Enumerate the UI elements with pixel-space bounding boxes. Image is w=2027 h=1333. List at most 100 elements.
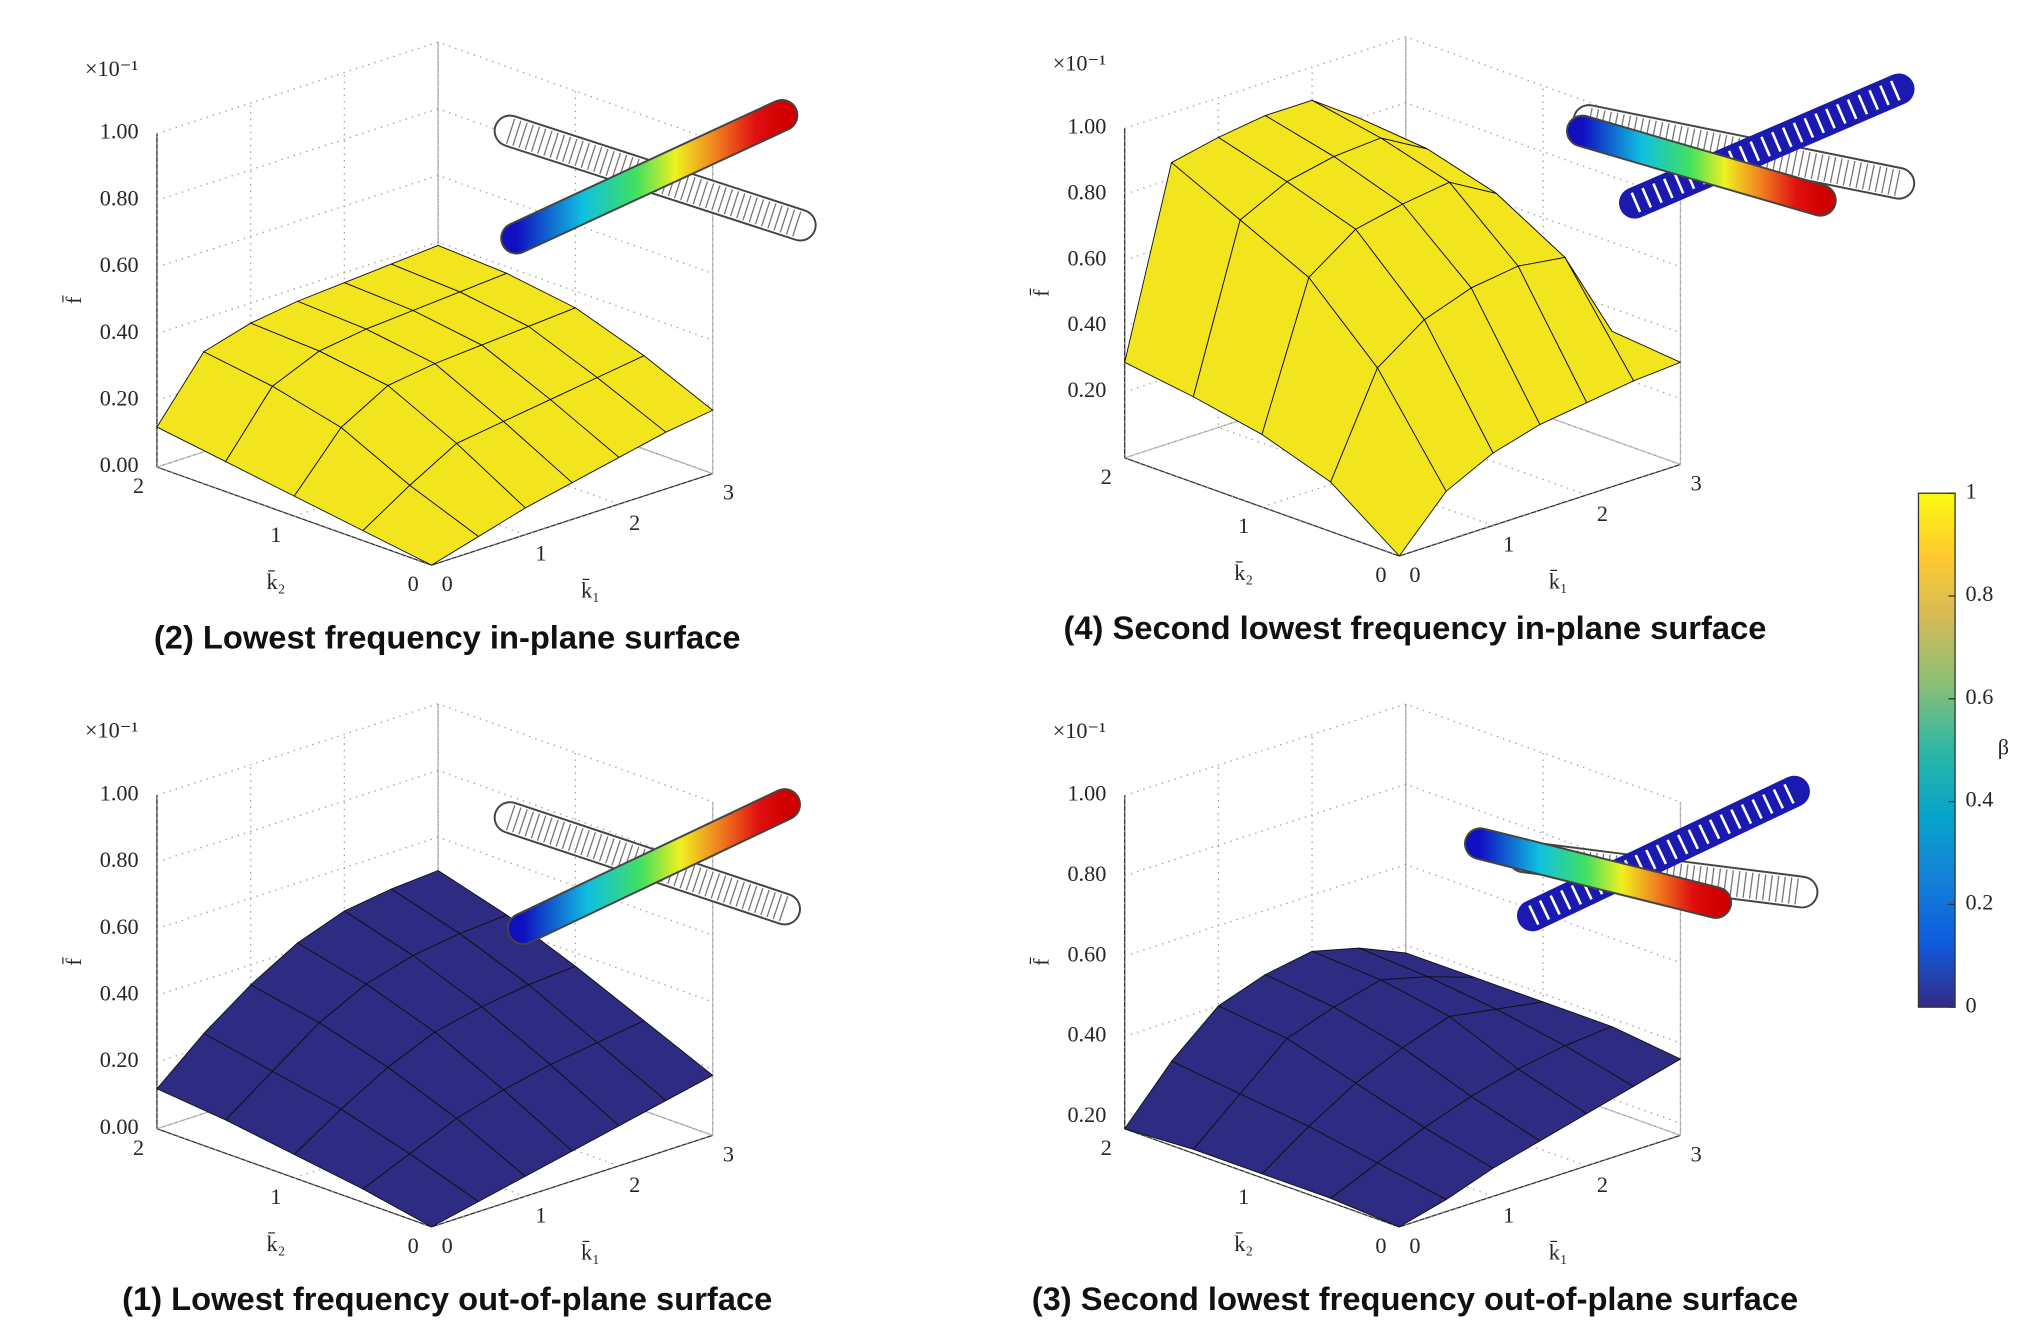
grid-line: [431, 140, 714, 566]
x-axis-label: k̄₁: [1549, 569, 1568, 594]
tube-mesh: [1528, 781, 1799, 926]
axis-line: [431, 472, 713, 566]
z-tick-label: 0.00: [100, 452, 139, 477]
chart-title: (3) Second lowest frequency out-of-plane…: [1032, 1280, 1798, 1317]
colorbar-label: β: [1998, 735, 2009, 760]
colorbar-tick-label: 0.2: [1966, 889, 1994, 914]
y-axis-label: k̄₂: [1234, 1231, 1253, 1256]
surface-patch: [362, 484, 479, 566]
z-tick-label: 0.40: [100, 319, 139, 344]
x-axis-label: k̄₁: [581, 578, 600, 603]
y-tick-label: 2: [1101, 1135, 1112, 1160]
surface-patch: [362, 1153, 479, 1228]
grid-line: [156, 703, 713, 803]
grid-line: [1124, 36, 1407, 459]
y-axis-label: k̄₂: [267, 1231, 286, 1256]
grid-line: [156, 769, 713, 870]
x-tick-label: 2: [629, 1172, 640, 1197]
z-tick-label: 0.20: [100, 1047, 139, 1072]
z-tick-label: 0.60: [1067, 245, 1106, 270]
z-axis-label: f̄: [61, 295, 86, 304]
y-tick-label: 1: [270, 522, 281, 547]
x-tick-label: 3: [1691, 1141, 1702, 1166]
tube-body: [1567, 116, 1835, 215]
z-tick-label: 0.80: [100, 847, 139, 872]
x-tick-label: 1: [1503, 532, 1514, 557]
z-tick-label: 0.20: [1067, 1102, 1106, 1127]
multiplier: ×10⁻¹: [1053, 51, 1106, 76]
grid-line: [431, 801, 714, 1228]
z-axis-label: f̄: [1028, 957, 1053, 966]
y-tick-label: 0: [1375, 562, 1386, 587]
y-tick-label: 1: [270, 1184, 281, 1209]
x-tick-label: 2: [629, 510, 640, 535]
multiplier: ×10⁻¹: [85, 56, 138, 81]
z-axis-label: f̄: [1028, 288, 1053, 297]
z-tick-label: 0.80: [1067, 179, 1106, 204]
chart-title: (4) Second lowest frequency in-plane sur…: [1063, 609, 1766, 646]
x-tick-label: 2: [1597, 1172, 1608, 1197]
y-axis-label: k̄₂: [1234, 560, 1253, 585]
x-tick-label: 1: [1503, 1202, 1514, 1227]
grid-line: [156, 108, 713, 208]
colorbar-tick-label: 1: [1966, 478, 1977, 503]
surface-patch: [1330, 1162, 1447, 1228]
tube-body: [1465, 829, 1731, 917]
grid-line: [156, 41, 713, 141]
z-tick-label: 1.00: [1067, 113, 1106, 138]
y-tick-label: 0: [1375, 1233, 1386, 1258]
x-tick-label: 2: [1597, 501, 1608, 526]
y-tick-label: 1: [1238, 513, 1249, 538]
colorbar-tick-label: 0.8: [1966, 581, 1994, 606]
z-tick-label: 1.00: [1067, 781, 1106, 806]
tube-body: [502, 100, 797, 253]
x-axis-label: k̄₁: [581, 1239, 600, 1264]
multiplier: ×10⁻¹: [85, 718, 138, 743]
grid-line: [1124, 36, 1681, 136]
grid-line: [1399, 134, 1682, 557]
grid-line: [1399, 802, 1682, 1228]
chart-title: (1) Lowest frequency out-of-plane surfac…: [122, 1280, 772, 1317]
x-axis-label: k̄₁: [1549, 1239, 1568, 1264]
x-tick-label: 0: [442, 571, 453, 596]
z-tick-label: 0.00: [100, 1114, 139, 1139]
grid-line: [1124, 128, 1400, 557]
z-tick-label: 0.60: [100, 252, 139, 277]
y-tick-label: 2: [1101, 464, 1112, 489]
grid-line: [1124, 783, 1681, 884]
axis-line: [1399, 463, 1681, 557]
colorbar: [1917, 492, 1956, 1008]
z-tick-label: 0.60: [1067, 941, 1106, 966]
x-tick-label: 1: [535, 1202, 546, 1227]
tube-mesh: [1630, 79, 1903, 213]
z-tick-label: 0.40: [100, 981, 139, 1006]
z-tick-label: 0.20: [100, 385, 139, 410]
y-tick-label: 2: [133, 1135, 144, 1160]
colorbar-tick-label: 0.4: [1966, 787, 1994, 812]
axis-line: [431, 1134, 713, 1228]
z-tick-label: 0.80: [1067, 861, 1106, 886]
y-tick-label: 1: [1238, 1184, 1249, 1209]
y-tick-label: 0: [408, 571, 419, 596]
z-tick-label: 0.20: [1067, 377, 1106, 402]
z-tick-label: 0.40: [1067, 1022, 1106, 1047]
z-tick-label: 0.60: [100, 914, 139, 939]
x-tick-label: 1: [535, 541, 546, 566]
x-tick-label: 0: [442, 1233, 453, 1258]
z-tick-label: 0.80: [100, 185, 139, 210]
colorbar-tick-label: 0.6: [1966, 684, 1994, 709]
z-tick-label: 1.00: [100, 780, 139, 805]
x-tick-label: 3: [723, 480, 734, 505]
chart-title: (2) Lowest frequency in-plane surface: [154, 618, 741, 655]
x-tick-label: 3: [723, 1141, 734, 1166]
x-tick-label: 0: [1409, 562, 1420, 587]
tube-body: [508, 790, 800, 944]
axis-line: [1399, 1134, 1681, 1228]
z-axis-label: f̄: [61, 957, 86, 966]
x-tick-label: 0: [1409, 1233, 1420, 1258]
y-axis-label: k̄₂: [267, 569, 286, 594]
multiplier: ×10⁻¹: [1053, 718, 1106, 743]
y-tick-label: 2: [133, 473, 144, 498]
z-tick-label: 1.00: [100, 119, 139, 144]
